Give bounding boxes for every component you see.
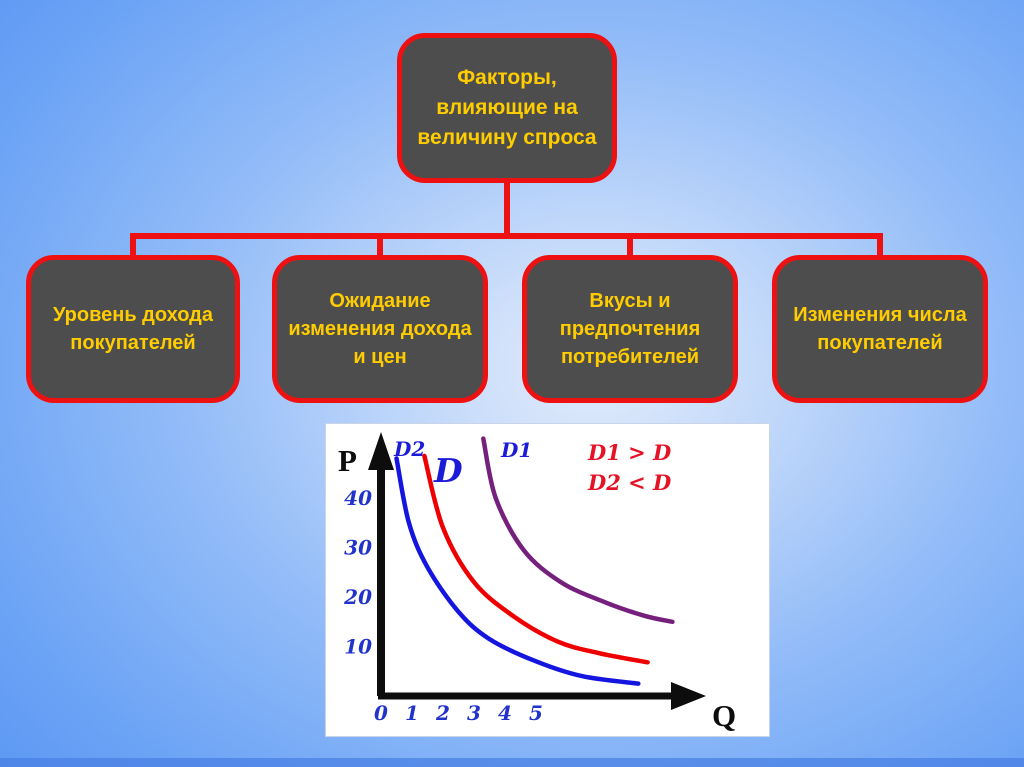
factor-label: Вкусы и предпочтения потребителей bbox=[559, 290, 701, 368]
factor-label: Изменения числа покупателей bbox=[793, 304, 967, 354]
x-tick-label: 2 bbox=[435, 701, 450, 725]
factor-label: Уровень дохода покупателей bbox=[52, 304, 213, 354]
y-tick-label: 30 bbox=[344, 536, 372, 560]
quantity-axis-label: Q bbox=[712, 698, 736, 733]
x-tick-label: 4 bbox=[498, 701, 512, 725]
connector-stub-2 bbox=[377, 233, 383, 258]
connector-horizontal-bar bbox=[130, 233, 883, 239]
root-factor-box: Факторы, влияющие на величину спроса bbox=[397, 33, 617, 183]
factor-box-number-of-buyers: Изменения числа покупателей bbox=[772, 255, 988, 403]
factor-box-income-level: Уровень дохода покупателей bbox=[26, 255, 240, 403]
x-tick-label: 3 bbox=[467, 701, 481, 725]
factor-box-income-expectations: Ожидание изменения дохода и цен bbox=[272, 255, 488, 403]
y-axis-arrow-icon bbox=[368, 432, 394, 470]
slide-bottom-edge bbox=[0, 758, 1024, 767]
y-tick-label: 20 bbox=[343, 585, 372, 609]
connector-root-stem bbox=[504, 180, 510, 238]
root-factor-label: Факторы, влияющие на величину спроса bbox=[417, 66, 597, 149]
legend-line-2: D2 < D bbox=[587, 470, 672, 495]
curve-label-d2: D2 bbox=[393, 437, 425, 461]
y-tick-label: 10 bbox=[344, 635, 372, 659]
x-tick-label: 0 bbox=[374, 701, 388, 725]
connector-stub-1 bbox=[130, 233, 136, 258]
x-tick-label: 1 bbox=[405, 701, 419, 725]
demand-curve-d1 bbox=[481, 436, 675, 625]
curve-label-d: D bbox=[433, 451, 463, 490]
x-axis-arrow-icon bbox=[671, 682, 706, 710]
curve-label-d1: D1 bbox=[500, 438, 532, 462]
legend-line-1: D1 > D bbox=[587, 440, 672, 465]
demand-curve-d2 bbox=[394, 456, 641, 686]
connector-stub-4 bbox=[877, 233, 883, 258]
y-tick-label: 40 bbox=[344, 486, 372, 510]
factor-box-tastes-preferences: Вкусы и предпочтения потребителей bbox=[522, 255, 738, 403]
factor-label: Ожидание изменения дохода и цен bbox=[288, 290, 472, 368]
y-axis-ticks: 10 20 30 40 bbox=[343, 486, 372, 659]
connector-stub-3 bbox=[627, 233, 633, 258]
price-axis-label: P bbox=[338, 443, 357, 478]
x-tick-label: 5 bbox=[529, 701, 543, 725]
demand-curves bbox=[394, 436, 675, 686]
demand-curve-d bbox=[422, 453, 650, 665]
